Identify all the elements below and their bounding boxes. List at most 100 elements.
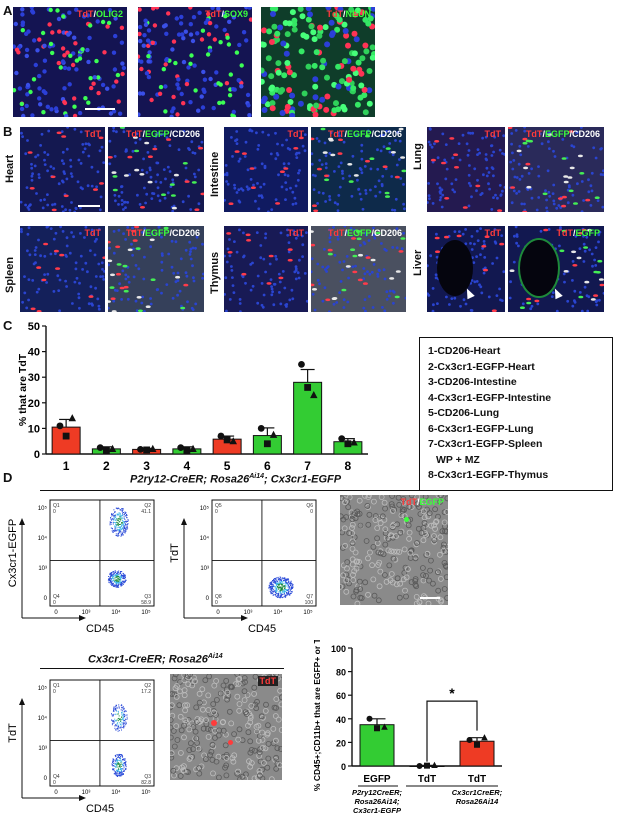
event-dot xyxy=(118,512,120,514)
nucleus xyxy=(243,155,247,158)
event-dot xyxy=(113,721,115,723)
nucleus xyxy=(291,297,295,301)
label-cd206: CD206 xyxy=(171,129,200,139)
egfp-cell xyxy=(404,517,409,522)
nucleus xyxy=(261,27,267,34)
nucleus xyxy=(294,236,298,240)
event-dot xyxy=(124,528,126,529)
marker-cell xyxy=(390,151,396,154)
event-dot xyxy=(126,515,128,516)
nucleus xyxy=(140,168,144,172)
tdt-cell xyxy=(362,282,368,285)
cell-outline xyxy=(399,508,406,515)
nucleus xyxy=(74,67,79,72)
cell-outline xyxy=(440,548,447,554)
event-dot xyxy=(125,761,127,762)
event-dot xyxy=(277,587,279,589)
nucleus xyxy=(176,293,179,297)
tdt-cell xyxy=(250,186,256,189)
cell-outline xyxy=(403,574,410,581)
event-dot xyxy=(116,769,118,771)
nucleus xyxy=(358,82,365,89)
label-sep: / xyxy=(572,228,576,238)
nucleus xyxy=(134,264,138,267)
genotype-bottom-sup: Ai14 xyxy=(207,653,223,660)
event-dot xyxy=(118,586,120,588)
cell-outline xyxy=(396,549,403,555)
event-dot xyxy=(124,577,126,579)
event-dot xyxy=(276,584,278,586)
nucleus xyxy=(376,148,379,152)
nucleus xyxy=(20,7,25,12)
event-dot xyxy=(281,584,283,586)
event-dot xyxy=(275,589,277,591)
cell-outline xyxy=(224,696,231,703)
cell-outline xyxy=(181,734,187,741)
nucleus xyxy=(440,205,444,209)
nucleus xyxy=(294,202,298,205)
cell-outline xyxy=(173,693,180,700)
nucleus xyxy=(150,232,154,236)
nucleus xyxy=(358,167,362,170)
event-dot xyxy=(277,576,279,578)
marker-cell xyxy=(358,253,363,257)
marker-cell xyxy=(139,173,145,176)
nucleus xyxy=(113,154,117,158)
nucleus xyxy=(537,165,540,168)
nucleus xyxy=(30,162,33,166)
cell-outline xyxy=(184,702,191,709)
event-dot xyxy=(118,570,120,572)
event-dot xyxy=(117,519,119,521)
nucleus xyxy=(43,198,46,201)
event-dot xyxy=(278,582,279,584)
nucleus xyxy=(363,298,367,301)
event-dot xyxy=(114,763,116,765)
event-dot xyxy=(115,582,117,584)
event-dot xyxy=(272,580,274,582)
cell-outline xyxy=(260,714,266,721)
event-dot xyxy=(123,763,125,765)
nucleus xyxy=(257,194,261,198)
nucleus xyxy=(79,254,83,258)
nucleus xyxy=(488,187,491,191)
group-label: Rosa26Ai14; xyxy=(354,797,400,806)
event-dot xyxy=(113,768,115,770)
cell-outline xyxy=(400,496,407,502)
nucleus xyxy=(345,255,349,258)
event-dot xyxy=(123,715,125,717)
nucleus xyxy=(337,131,340,135)
event-dot xyxy=(108,580,110,582)
cell-outline xyxy=(196,746,203,753)
marker-cell xyxy=(577,154,583,158)
cell-outline xyxy=(366,549,373,556)
legend-item: 2-Cx3cr1-EGFP-Heart xyxy=(428,360,535,373)
cell-outline xyxy=(340,572,347,579)
event-dot xyxy=(286,590,288,592)
nucleus xyxy=(244,281,247,285)
event-dot xyxy=(108,581,110,583)
nucleus xyxy=(157,91,163,97)
event-dot xyxy=(117,533,119,535)
event-dot xyxy=(115,760,117,761)
event-dot xyxy=(280,586,282,588)
nucleus xyxy=(430,145,434,149)
event-dot xyxy=(114,576,116,578)
nucleus xyxy=(319,64,326,71)
event-dot xyxy=(123,525,125,527)
nucleus xyxy=(334,26,341,33)
event-dot xyxy=(122,764,123,766)
nucleus xyxy=(235,250,239,254)
nucleus xyxy=(552,202,556,206)
x-tick-label: 10³ xyxy=(244,610,253,616)
nucleus xyxy=(381,306,384,309)
nucleus xyxy=(552,149,555,153)
event-dot xyxy=(111,518,113,520)
nucleus xyxy=(184,248,188,252)
event-dot xyxy=(275,582,276,584)
nucleus xyxy=(361,207,365,211)
event-dot xyxy=(116,728,118,729)
genotype-bottom-rule xyxy=(40,668,284,669)
nucleus xyxy=(206,32,212,37)
nucleus xyxy=(494,241,498,245)
cell-outline xyxy=(171,772,177,779)
